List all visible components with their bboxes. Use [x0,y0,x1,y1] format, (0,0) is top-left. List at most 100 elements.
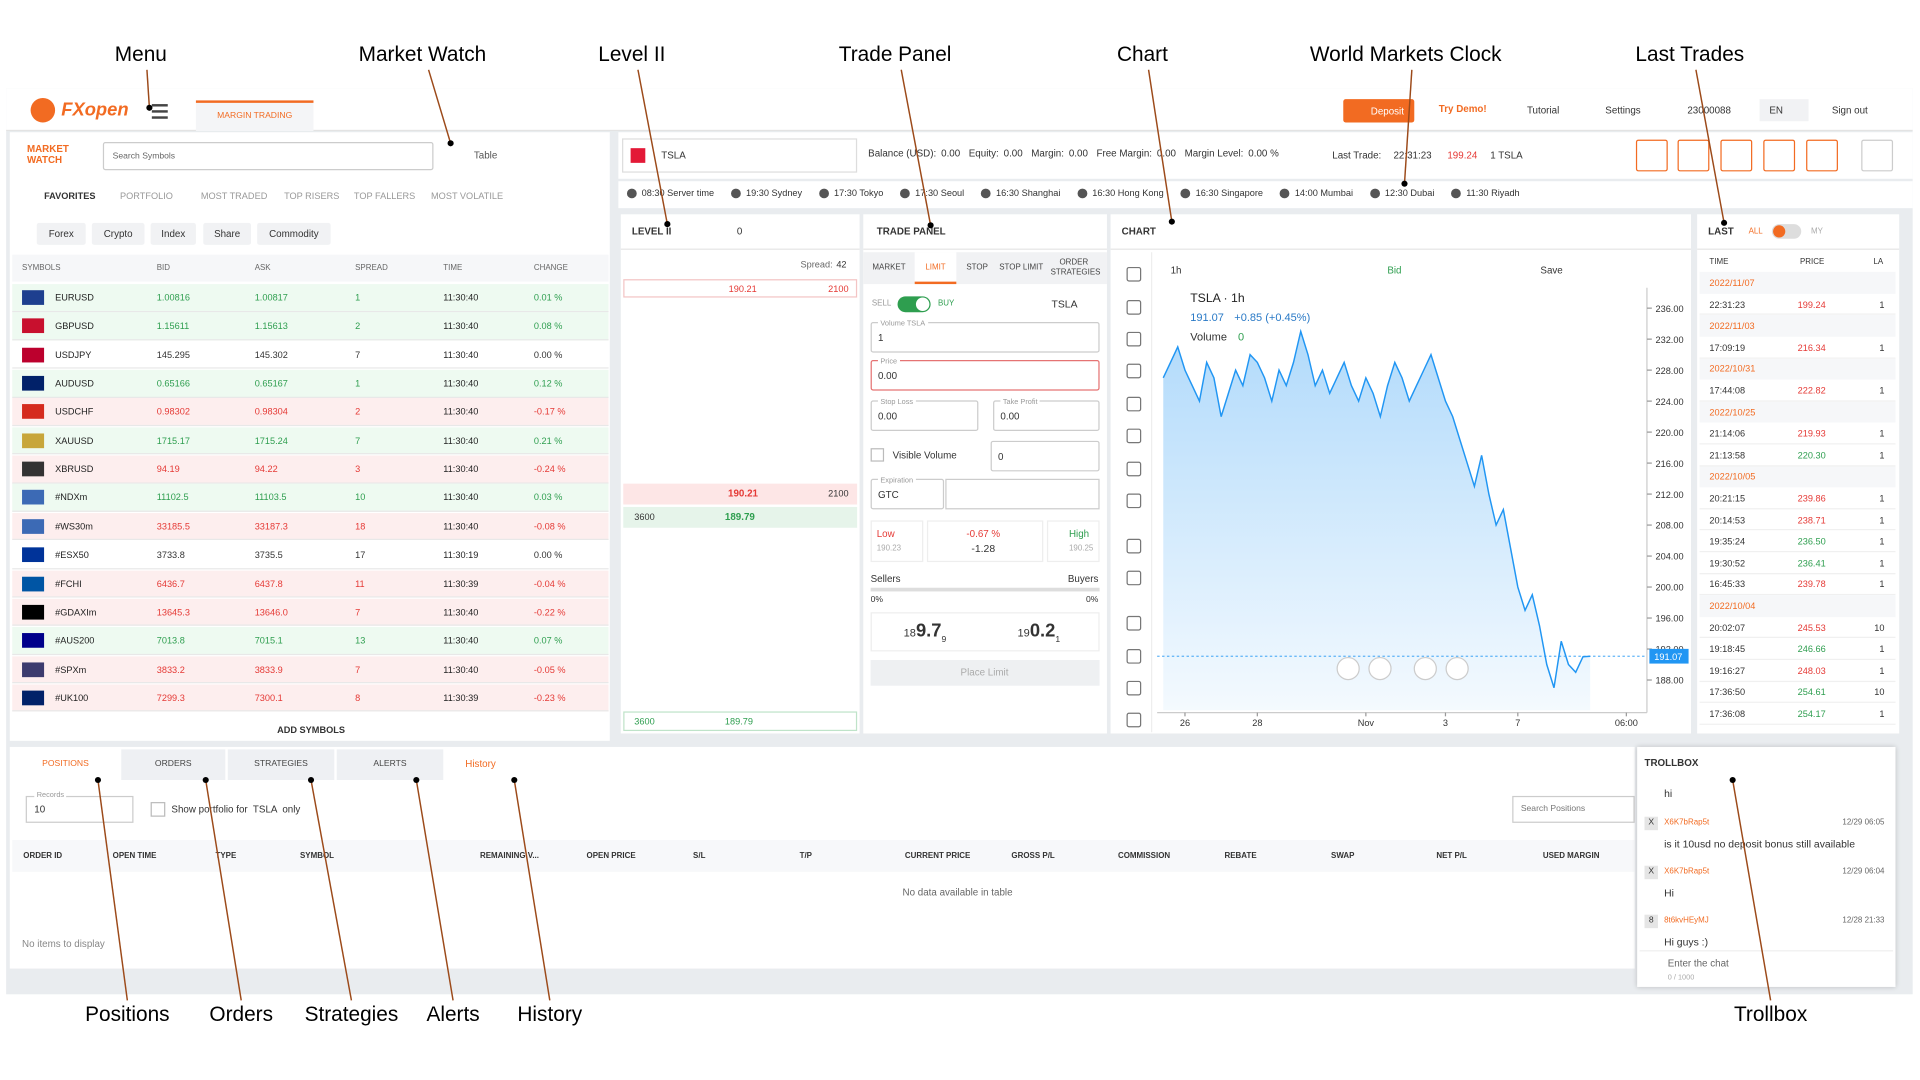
dropdown[interactable]: Table [473,150,498,162]
price-type[interactable]: Bid [1387,265,1402,277]
input-value[interactable]: 0 [997,451,1004,463]
toolbar-button[interactable] [1806,139,1838,172]
clock-label: 19:30 Sydney [745,187,803,199]
tab-label[interactable]: POSITIONS [42,759,89,769]
checkbox[interactable] [150,802,166,817]
tool-icon[interactable] [1126,570,1142,586]
place-button[interactable] [870,660,1100,686]
symbol-select[interactable] [622,138,858,173]
filter[interactable]: MY [1811,227,1823,236]
checkbox[interactable] [870,448,885,462]
input-value[interactable]: 0.00 [877,410,898,422]
tab[interactable]: TOP FALLERS [353,190,416,202]
tool-icon[interactable] [1126,428,1142,444]
save[interactable]: Save [1540,265,1563,277]
input[interactable] [870,400,979,432]
tab[interactable]: FAVORITES [44,190,96,202]
filter-label[interactable]: Crypto [103,228,133,240]
link[interactable]: Settings [1605,104,1641,116]
tool-icon[interactable] [1126,538,1142,554]
symbol[interactable]: TSLA [661,150,686,162]
link[interactable]: Sign out [1831,104,1868,116]
search-box[interactable] [1512,795,1635,823]
placeholder[interactable]: Enter the chat [1667,958,1729,970]
records-select[interactable] [25,795,134,823]
tab[interactable]: ORDER STRATEGIES [1050,258,1101,277]
column-header: USED MARGIN [1542,851,1600,861]
button-label[interactable]: Place Limit [960,666,1009,678]
tab-label[interactable]: MARGIN TRADING [217,112,293,121]
input-value[interactable]: 10 [34,803,46,815]
price: 219.93 [1797,428,1826,440]
clock: 17:30 Tokyo [819,187,883,199]
tool-icon[interactable] [1126,396,1142,412]
filter-chip[interactable] [91,222,145,245]
lang[interactable]: EN [1769,104,1784,116]
toolbar-button[interactable] [1635,139,1668,172]
tab[interactable]: LIMIT [925,263,946,272]
panel-header [863,214,1107,250]
link[interactable]: Tutorial [1526,104,1560,116]
input[interactable] [870,360,1100,391]
add-symbols[interactable]: ADD SYMBOLS [277,724,345,736]
toolbar-button[interactable] [1763,139,1796,172]
filter-label[interactable]: Forex [48,228,74,240]
tab[interactable]: PORTFOLIO [120,190,173,202]
cell: 7015.1 [254,635,283,647]
tool-icon[interactable] [1126,680,1142,696]
filter-label[interactable]: Index [161,228,186,240]
toolbar-button[interactable] [1720,139,1753,172]
tool-icon[interactable] [1126,648,1142,664]
filter-chip[interactable] [36,222,86,245]
lang-select[interactable] [1759,99,1809,122]
tool-icon[interactable] [1126,461,1142,477]
filter-label[interactable]: Commodity [269,228,319,240]
tab[interactable]: MOST VOLATILE [431,190,504,202]
deposit-button[interactable] [1343,99,1415,123]
toolbar-button[interactable] [1861,139,1894,172]
input[interactable] [870,322,1100,353]
filter[interactable]: ALL [1748,227,1763,236]
tab-label[interactable]: STRATEGIES [254,759,308,769]
tab[interactable]: MOST TRADED [200,190,268,202]
link[interactable]: Try Demo! [1438,103,1487,115]
filter-chip[interactable] [257,222,331,245]
tab[interactable] [121,749,226,781]
input-value[interactable]: 0.00 [1000,410,1020,422]
tool-icon[interactable] [1126,266,1142,282]
tab[interactable]: TOP RISERS [284,190,340,202]
cell: 11:30:39 [443,692,479,704]
filter-label[interactable]: Share [214,228,241,240]
filter-chip[interactable] [150,222,196,245]
history-link[interactable]: History [465,758,496,770]
input-value[interactable]: 0.00 [877,370,898,382]
search-box[interactable] [102,142,434,171]
tool-icon[interactable] [1126,615,1142,631]
tab-active[interactable] [914,252,957,285]
input[interactable] [993,400,1100,432]
input-value[interactable]: GTC [877,489,899,501]
interval[interactable]: 1h [1170,265,1182,277]
tab[interactable] [227,749,335,781]
filter-chip[interactable] [203,222,252,245]
toolbar-button[interactable] [1677,139,1710,172]
tab[interactable] [195,100,314,132]
value: 0% [870,595,884,605]
tool-icon[interactable] [1126,493,1142,509]
button-label[interactable]: Deposit [1370,105,1404,117]
tab-label[interactable]: ALERTS [373,759,407,769]
tab[interactable]: MARKET [872,263,906,272]
input[interactable] [990,440,1100,472]
avatar [1644,865,1658,880]
tab[interactable] [336,749,444,781]
date-input[interactable] [945,478,1100,510]
tab[interactable] [12,749,119,781]
tab[interactable]: STOP LIMIT [999,263,1044,272]
tool-icon[interactable] [1126,300,1142,315]
input-value[interactable]: 1 [877,332,884,344]
tool-icon[interactable] [1126,712,1142,728]
tool-icon[interactable] [1126,331,1142,347]
tab-label[interactable]: ORDERS [154,759,192,769]
tool-icon[interactable] [1126,363,1142,379]
tab[interactable]: STOP [966,263,988,272]
